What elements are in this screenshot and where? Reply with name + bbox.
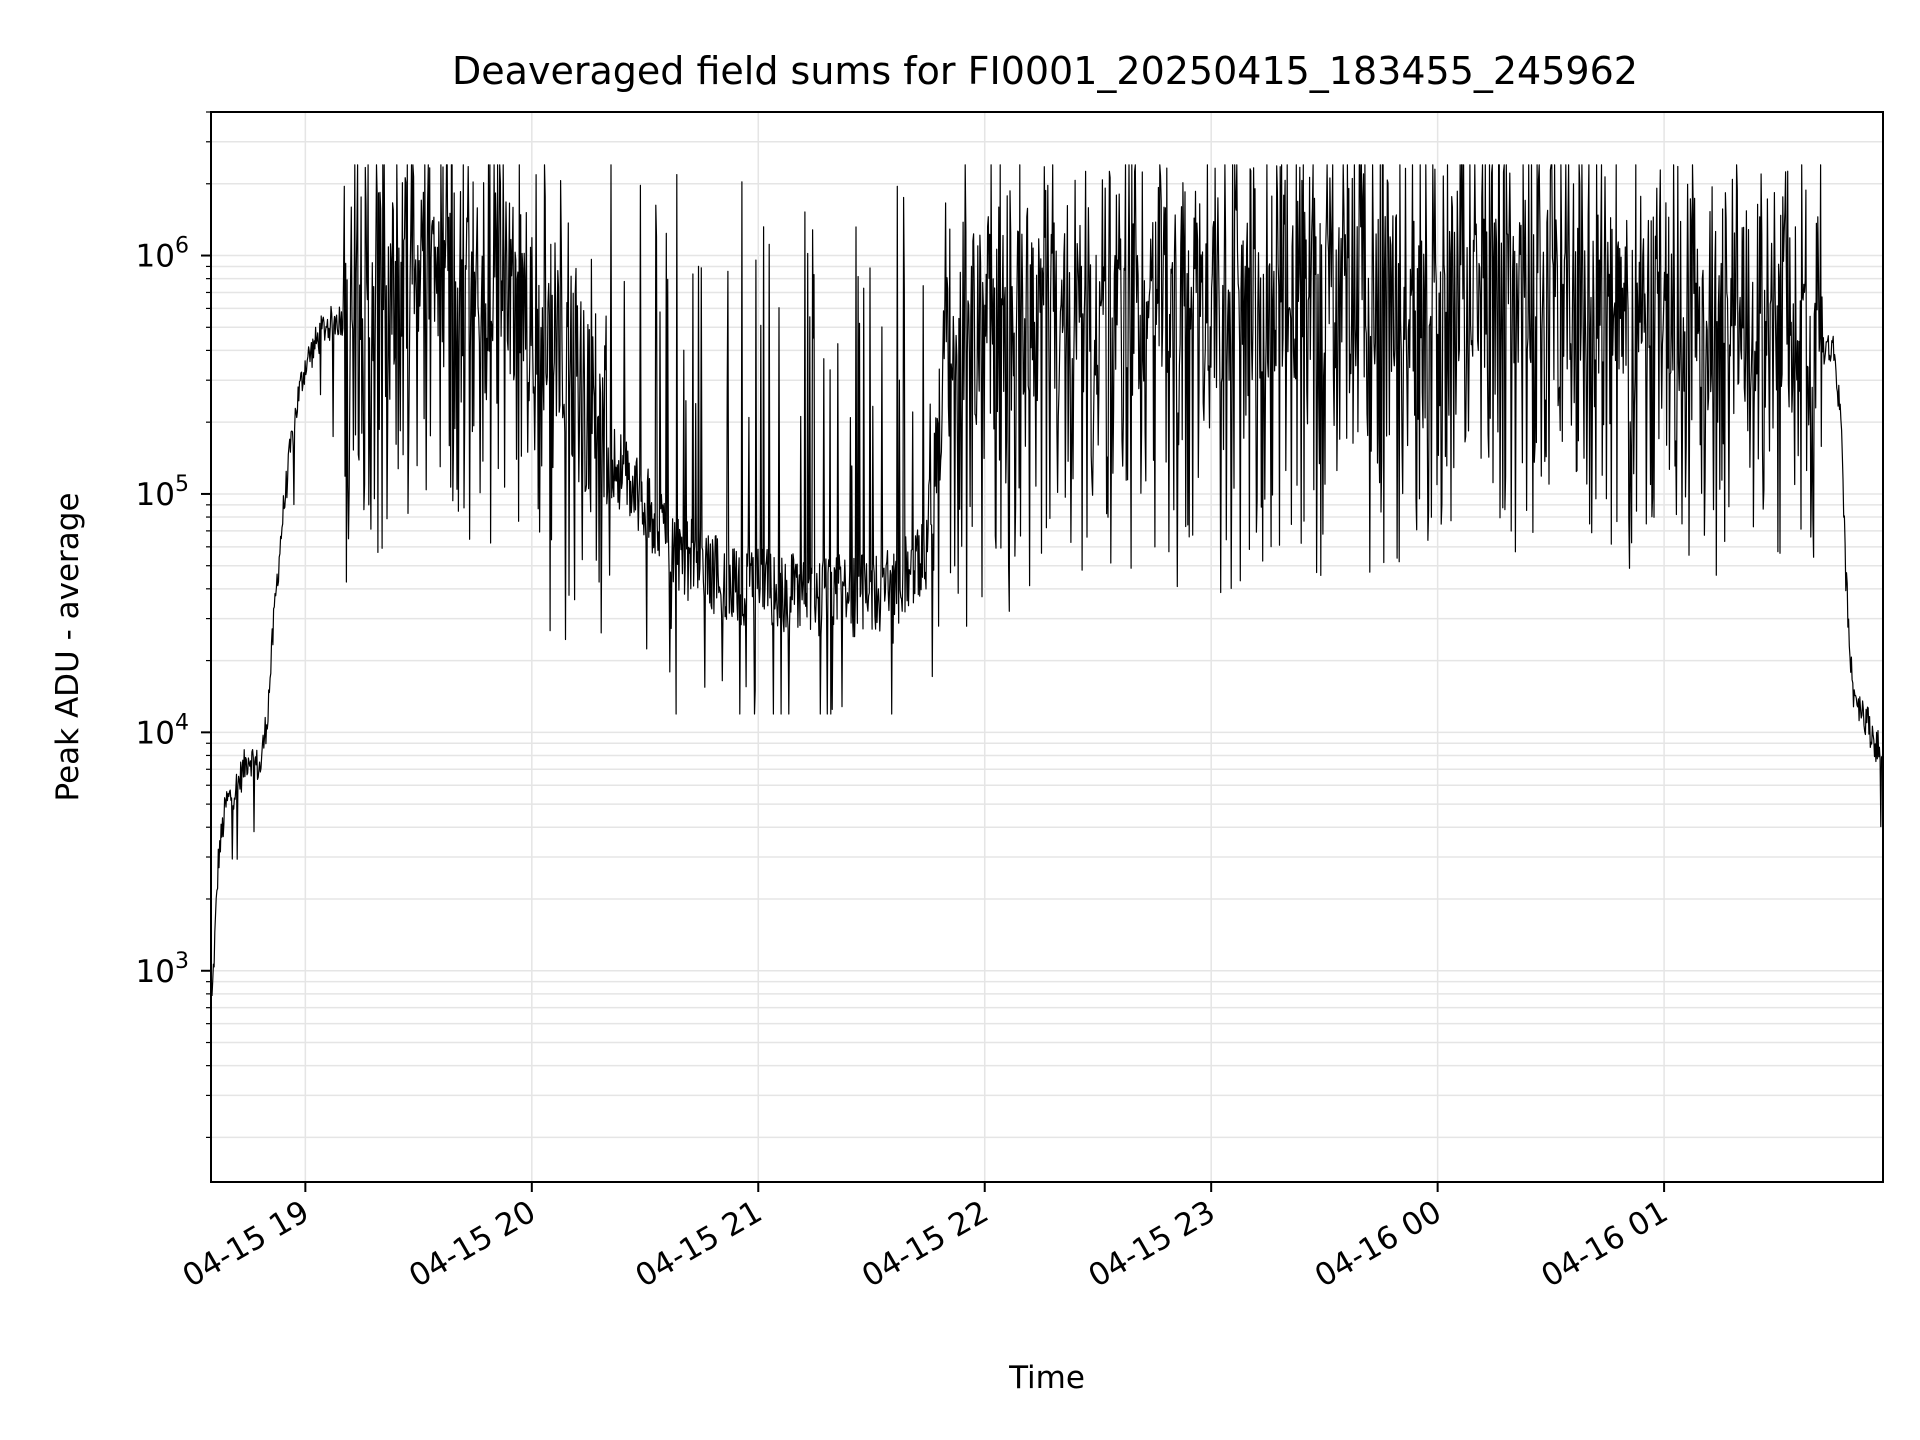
- y-tick-label: 105: [136, 472, 189, 513]
- x-tick-label: 04-15 19: [177, 1194, 316, 1295]
- x-tick-label: 04-16 01: [1535, 1194, 1674, 1295]
- x-tick-label: 04-15 22: [856, 1194, 995, 1295]
- y-axis-title: Peak ADU - average: [50, 492, 86, 801]
- y-axis: 103 104 105 106: [136, 111, 211, 1138]
- chart-title: Deaveraged field sums for FI0001_2025041…: [452, 49, 1638, 93]
- x-tick-label: 04-15 23: [1082, 1194, 1221, 1295]
- line-series: [211, 164, 1883, 997]
- x-tick-label: 04-16 00: [1309, 1194, 1448, 1295]
- x-axis: 04-15 19 04-15 20 04-15 21 04-15 22 04-15 23…: [177, 1182, 1674, 1295]
- plot-frame: [210, 111, 1884, 1183]
- x-tick-label: 04-15 20: [403, 1194, 542, 1295]
- y-tick-label: 103: [136, 949, 189, 990]
- series-line: [211, 164, 1883, 997]
- x-axis-title: Time: [1008, 1360, 1085, 1396]
- x-tick-label: 04-15 21: [630, 1194, 769, 1295]
- y-tick-label: 104: [136, 710, 189, 751]
- y-tick-label: 106: [136, 234, 189, 275]
